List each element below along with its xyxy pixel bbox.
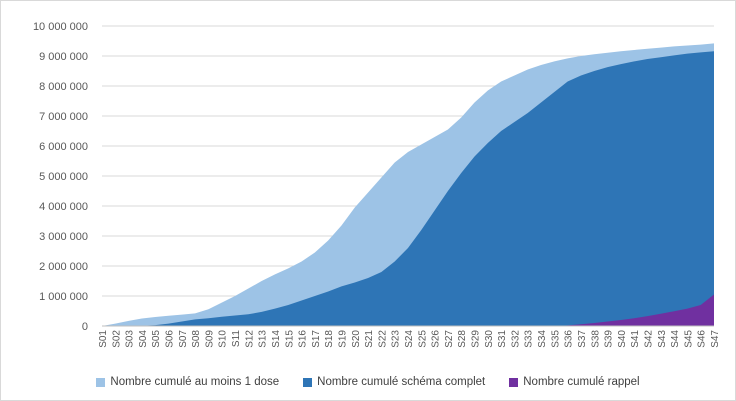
y-tick-label: 5 000 000: [39, 171, 88, 183]
x-tick-label: S22: [377, 330, 388, 348]
legend-label-booster: Nombre cumulé rappel: [523, 376, 640, 388]
x-tick-labels: S01 S02 S03 S04 S05 S06 S07 S08 S09 S10 S11 S12 S13 S…: [98, 330, 721, 348]
x-tick-label: S32: [510, 330, 521, 348]
x-tick-label: S27: [444, 330, 455, 348]
y-tick-label: 10 000 000: [33, 21, 88, 33]
x-tick-label: S04: [138, 330, 149, 348]
area-complete: [102, 51, 714, 326]
x-tick-label: S17: [311, 330, 322, 348]
y-tick-label: 6 000 000: [39, 141, 88, 153]
x-tick-label: S07: [178, 330, 189, 348]
legend-item-first-dose: Nombre cumulé au moins 1 dose: [96, 376, 279, 388]
x-tick-label: S33: [524, 330, 535, 348]
x-tick-label: S42: [643, 330, 654, 348]
x-tick-label: S36: [564, 330, 575, 348]
x-tick-label: S35: [550, 330, 561, 348]
x-tick-label: S47: [710, 330, 721, 348]
x-tick-label: S30: [484, 330, 495, 348]
x-tick-label: S41: [630, 330, 641, 348]
y-tick-label: 1 000 000: [39, 291, 88, 303]
y-tick-label: 9 000 000: [39, 51, 88, 63]
x-tick-label: S13: [258, 330, 269, 348]
y-tick-label: 3 000 000: [39, 231, 88, 243]
x-tick-label: S38: [590, 330, 601, 348]
y-tick-label: 7 000 000: [39, 111, 88, 123]
x-tick-label: S06: [165, 330, 176, 348]
y-tick-label: 0: [82, 321, 88, 333]
x-tick-label: S08: [191, 330, 202, 348]
x-tick-label: S03: [125, 330, 136, 348]
x-tick-label: S23: [391, 330, 402, 348]
y-tick-label: 8 000 000: [39, 81, 88, 93]
legend-swatch-booster: [509, 377, 519, 387]
y-tick-label: 4 000 000: [39, 201, 88, 213]
x-tick-label: S25: [417, 330, 428, 348]
x-tick-label: S01: [98, 330, 109, 348]
x-tick-label: S34: [537, 330, 548, 348]
legend-item-booster: Nombre cumulé rappel: [509, 376, 640, 388]
x-tick-label: S05: [151, 330, 162, 348]
y-tick-labels: 0 1 000 000 2 000 000 3 000 000 4 000 000 5 0…: [33, 21, 88, 333]
legend-label-complete: Nombre cumulé schéma complet: [317, 376, 486, 388]
legend: Nombre cumulé au moins 1 dose Nombre cum…: [0, 376, 736, 388]
x-tick-label: S12: [244, 330, 255, 348]
x-tick-label: S40: [617, 330, 628, 348]
y-tick-label: 2 000 000: [39, 261, 88, 273]
x-tick-label: S09: [204, 330, 215, 348]
x-tick-label: S26: [431, 330, 442, 348]
x-tick-label: S15: [284, 330, 295, 348]
legend-swatch-complete: [303, 377, 313, 387]
x-tick-label: S16: [298, 330, 309, 348]
legend-label-first-dose: Nombre cumulé au moins 1 dose: [110, 376, 280, 388]
x-tick-label: S11: [231, 330, 242, 347]
x-tick-label: S02: [111, 330, 122, 348]
x-tick-label: S45: [683, 330, 694, 348]
x-tick-label: S39: [604, 330, 615, 348]
x-tick-label: S21: [364, 330, 375, 348]
x-tick-label: S29: [471, 330, 482, 348]
series-areas: [102, 43, 714, 327]
x-tick-label: S43: [657, 330, 668, 348]
x-tick-label: S28: [457, 330, 468, 348]
x-tick-label: S19: [337, 330, 348, 348]
x-tick-label: S18: [324, 330, 335, 348]
legend-item-complete: Nombre cumulé schéma complet: [303, 376, 485, 388]
x-tick-label: S31: [497, 330, 508, 348]
x-tick-label: S10: [218, 330, 229, 348]
x-tick-label: S14: [271, 330, 282, 348]
x-tick-label: S37: [577, 330, 588, 348]
legend-swatch-first-dose: [96, 377, 106, 387]
x-tick-label: S44: [670, 330, 681, 348]
x-tick-label: S46: [697, 330, 708, 348]
area-booster: [102, 294, 714, 326]
x-tick-label: S20: [351, 330, 362, 348]
x-tick-label: S24: [404, 330, 415, 348]
